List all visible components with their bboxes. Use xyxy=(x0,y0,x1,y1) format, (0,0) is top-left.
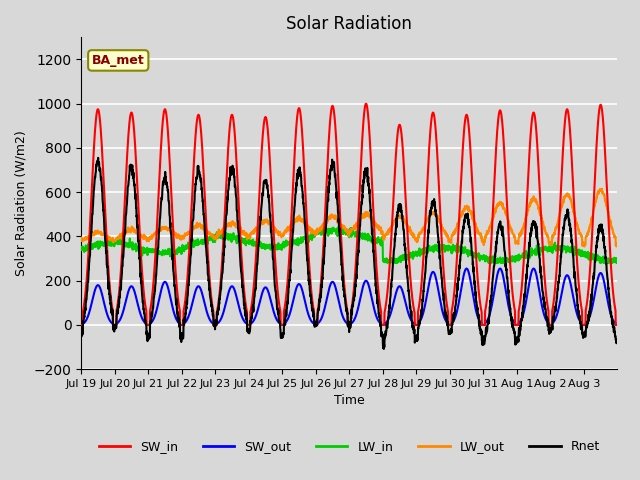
SW_in xyxy=(541,279,549,285)
LW_in xyxy=(246,238,254,244)
SW_out xyxy=(77,322,85,328)
LW_in xyxy=(606,259,614,265)
Line: SW_in: SW_in xyxy=(81,104,618,325)
Text: BA_met: BA_met xyxy=(92,54,145,67)
X-axis label: Time: Time xyxy=(334,395,365,408)
SW_in xyxy=(511,307,518,312)
Line: Rnet: Rnet xyxy=(81,158,618,349)
Rnet xyxy=(541,306,549,312)
Title: Solar Radiation: Solar Radiation xyxy=(286,15,412,33)
Rnet xyxy=(380,346,388,352)
Rnet xyxy=(247,320,255,325)
LW_in xyxy=(383,260,391,266)
Line: LW_in: LW_in xyxy=(81,228,618,263)
Legend: SW_in, SW_out, LW_in, LW_out, Rnet: SW_in, SW_out, LW_in, LW_out, Rnet xyxy=(93,435,605,458)
SW_out xyxy=(530,265,538,271)
Y-axis label: Solar Radiation (W/m2): Solar Radiation (W/m2) xyxy=(15,131,28,276)
SW_out xyxy=(131,289,138,295)
LW_out xyxy=(246,231,254,237)
Rnet xyxy=(382,328,390,334)
SW_in xyxy=(131,136,138,142)
LW_out xyxy=(614,242,621,248)
Rnet xyxy=(94,155,102,161)
LW_in xyxy=(541,245,549,251)
SW_out xyxy=(246,321,254,327)
SW_out xyxy=(614,322,621,328)
SW_out xyxy=(606,308,614,314)
Rnet xyxy=(131,188,139,194)
LW_out xyxy=(598,186,606,192)
Rnet xyxy=(614,338,621,344)
LW_in xyxy=(511,259,519,264)
Line: LW_out: LW_out xyxy=(81,189,618,247)
LW_out xyxy=(606,220,614,226)
LW_out xyxy=(381,232,389,238)
SW_in xyxy=(246,310,254,315)
LW_out xyxy=(580,244,588,250)
SW_in xyxy=(362,101,370,107)
LW_out xyxy=(511,232,518,238)
LW_in xyxy=(131,246,138,252)
LW_in xyxy=(381,258,389,264)
Rnet xyxy=(77,333,85,338)
Line: SW_out: SW_out xyxy=(81,268,618,325)
LW_out xyxy=(541,228,548,234)
LW_out xyxy=(77,236,85,241)
LW_out xyxy=(131,228,138,234)
LW_in xyxy=(614,257,621,263)
SW_in xyxy=(77,322,85,328)
SW_in xyxy=(614,322,621,328)
SW_in xyxy=(381,305,389,311)
LW_in xyxy=(77,246,85,252)
SW_out xyxy=(381,321,389,326)
SW_in xyxy=(606,246,614,252)
SW_out xyxy=(541,314,549,320)
Rnet xyxy=(511,335,519,340)
LW_in xyxy=(330,225,337,230)
SW_out xyxy=(511,320,518,325)
Rnet xyxy=(606,302,614,308)
